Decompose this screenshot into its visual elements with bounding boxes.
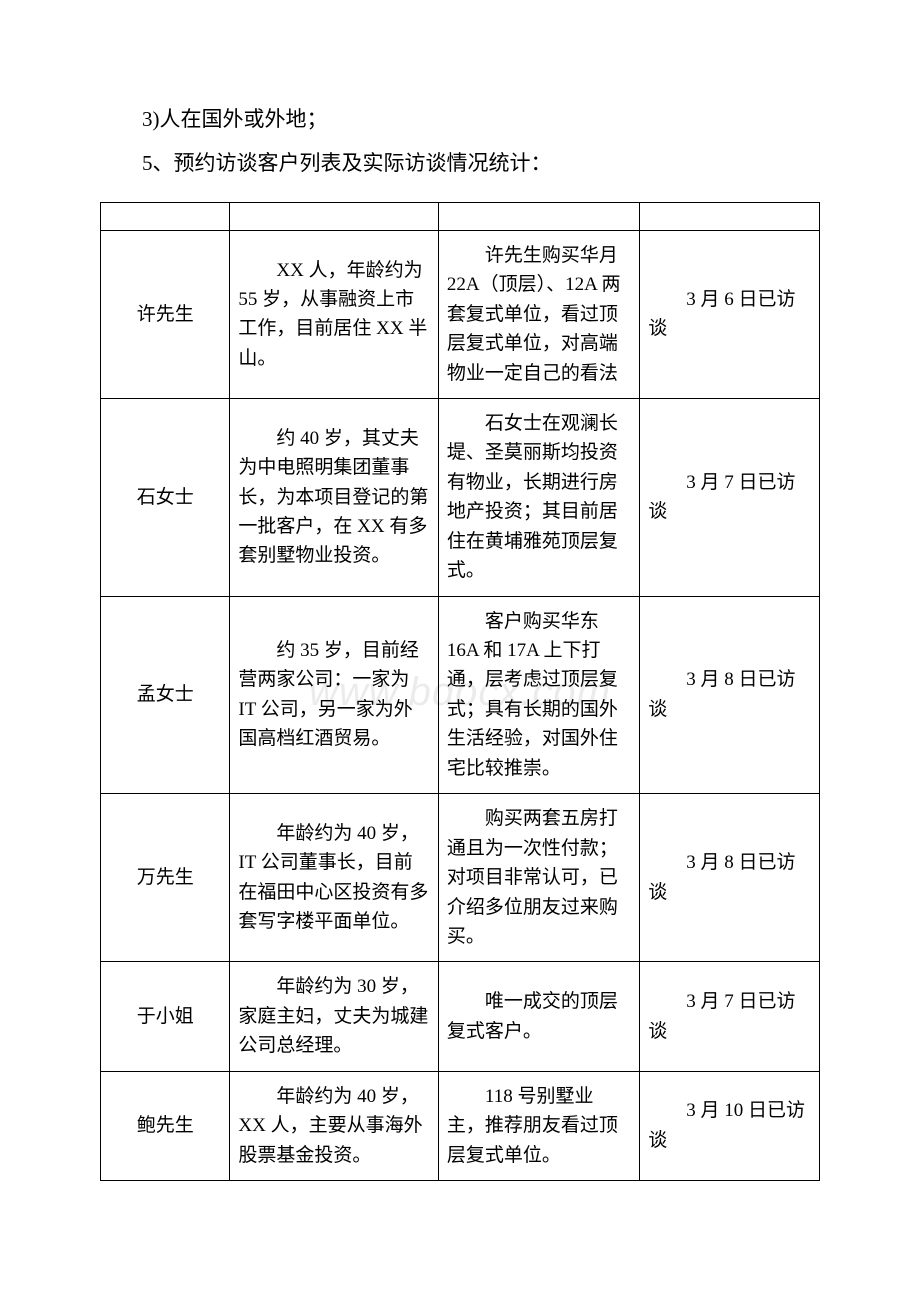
- table-row: 许先生 XX 人，年龄约为 55 岁，从事融资上市工作，目前居住 XX 半山。 …: [101, 230, 820, 398]
- detail-cell: 118 号别墅业主，推荐朋友看过顶层复式单位。: [438, 1071, 639, 1180]
- cell-text: 年龄约为 40 岁，IT 公司董事长，目前在福田中心区投资有多套写字楼平面单位。: [238, 819, 430, 937]
- profile-cell: 约 35 岁，目前经营两家公司：一家为 IT 公司，另一家为外国高档红酒贸易。: [230, 596, 439, 794]
- detail-cell: 许先生购买华月 22A（顶层）、12A 两套复式单位，看过顶层复式单位，对高端物…: [438, 230, 639, 398]
- status-cell: 3 月 8 日已访谈: [640, 596, 820, 794]
- cell-text: 3 月 7 日已访谈: [648, 987, 811, 1046]
- status-cell: 3 月 7 日已访谈: [640, 398, 820, 596]
- status-cell: 3 月 7 日已访谈: [640, 962, 820, 1071]
- status-cell: 3 月 6 日已访谈: [640, 230, 820, 398]
- cell-text: 3 月 8 日已访谈: [648, 848, 811, 907]
- cell-text: 118 号别墅业主，推荐朋友看过顶层复式单位。: [447, 1082, 631, 1170]
- table-row: 万先生 年龄约为 40 岁，IT 公司董事长，目前在福田中心区投资有多套写字楼平…: [101, 794, 820, 962]
- table-row: 于小姐 年龄约为 30 岁，家庭主妇，丈夫为城建公司总经理。 唯一成交的顶层复式…: [101, 962, 820, 1071]
- detail-cell: 购买两套五房打通且为一次性付款；对项目非常认可，已介绍多位朋友过来购买。: [438, 794, 639, 962]
- cell-text: 年龄约为 30 岁，家庭主妇，丈夫为城建公司总经理。: [238, 972, 430, 1060]
- header-cell: [640, 202, 820, 230]
- table-row: 鲍先生 年龄约为 40 岁，XX 人，主要从事海外股票基金投资。 118 号别墅…: [101, 1071, 820, 1180]
- cell-text: 唯一成交的顶层复式客户。: [447, 987, 631, 1046]
- cell-text: 3 月 7 日已访谈: [648, 468, 811, 527]
- name-cell: 万先生: [101, 794, 230, 962]
- profile-cell: 约 40 岁，其丈夫为中电照明集团董事长，为本项目登记的第一批客户，在 XX 有…: [230, 398, 439, 596]
- cell-text: 石女士在观澜长堤、圣莫丽斯均投资有物业，长期进行房地产投资；其目前居住在黄埔雅苑…: [447, 409, 631, 586]
- detail-cell: 客户购买华东 16A 和 17A 上下打通，层考虑过顶层复式；具有长期的国外生活…: [438, 596, 639, 794]
- cell-text: 客户购买华东 16A 和 17A 上下打通，层考虑过顶层复式；具有长期的国外生活…: [447, 607, 631, 784]
- detail-cell: 石女士在观澜长堤、圣莫丽斯均投资有物业，长期进行房地产投资；其目前居住在黄埔雅苑…: [438, 398, 639, 596]
- status-cell: 3 月 8 日已访谈: [640, 794, 820, 962]
- table-row: 孟女士 约 35 岁，目前经营两家公司：一家为 IT 公司，另一家为外国高档红酒…: [101, 596, 820, 794]
- name-cell: 鲍先生: [101, 1071, 230, 1180]
- intro-line-2: 5、预约访谈客户列表及实际访谈情况统计：: [100, 144, 820, 184]
- cell-text: 年龄约为 40 岁，XX 人，主要从事海外股票基金投资。: [238, 1082, 430, 1170]
- cell-text: XX 人，年龄约为 55 岁，从事融资上市工作，目前居住 XX 半山。: [238, 256, 430, 374]
- interview-table: 许先生 XX 人，年龄约为 55 岁，从事融资上市工作，目前居住 XX 半山。 …: [100, 202, 820, 1181]
- cell-text: 约 35 岁，目前经营两家公司：一家为 IT 公司，另一家为外国高档红酒贸易。: [238, 636, 430, 754]
- cell-text: 3 月 6 日已访谈: [648, 285, 811, 344]
- profile-cell: 年龄约为 40 岁，XX 人，主要从事海外股票基金投资。: [230, 1071, 439, 1180]
- name-cell: 于小姐: [101, 962, 230, 1071]
- status-cell: 3 月 10 日已访谈: [640, 1071, 820, 1180]
- detail-cell: 唯一成交的顶层复式客户。: [438, 962, 639, 1071]
- table-header-row: [101, 202, 820, 230]
- header-cell: [438, 202, 639, 230]
- profile-cell: 年龄约为 30 岁，家庭主妇，丈夫为城建公司总经理。: [230, 962, 439, 1071]
- header-cell: [101, 202, 230, 230]
- profile-cell: 年龄约为 40 岁，IT 公司董事长，目前在福田中心区投资有多套写字楼平面单位。: [230, 794, 439, 962]
- cell-text: 许先生购买华月 22A（顶层）、12A 两套复式单位，看过顶层复式单位，对高端物…: [447, 241, 631, 388]
- page-content: 3)人在国外或外地； 5、预约访谈客户列表及实际访谈情况统计： 许先生 XX 人…: [100, 100, 820, 1181]
- name-cell: 石女士: [101, 398, 230, 596]
- intro-line-1: 3)人在国外或外地；: [100, 100, 820, 140]
- cell-text: 约 40 岁，其丈夫为中电照明集团董事长，为本项目登记的第一批客户，在 XX 有…: [238, 424, 430, 571]
- cell-text: 3 月 8 日已访谈: [648, 665, 811, 724]
- cell-text: 3 月 10 日已访谈: [648, 1096, 811, 1155]
- profile-cell: XX 人，年龄约为 55 岁，从事融资上市工作，目前居住 XX 半山。: [230, 230, 439, 398]
- name-cell: 许先生: [101, 230, 230, 398]
- table-row: 石女士 约 40 岁，其丈夫为中电照明集团董事长，为本项目登记的第一批客户，在 …: [101, 398, 820, 596]
- cell-text: 购买两套五房打通且为一次性付款；对项目非常认可，已介绍多位朋友过来购买。: [447, 804, 631, 951]
- name-cell: 孟女士: [101, 596, 230, 794]
- header-cell: [230, 202, 439, 230]
